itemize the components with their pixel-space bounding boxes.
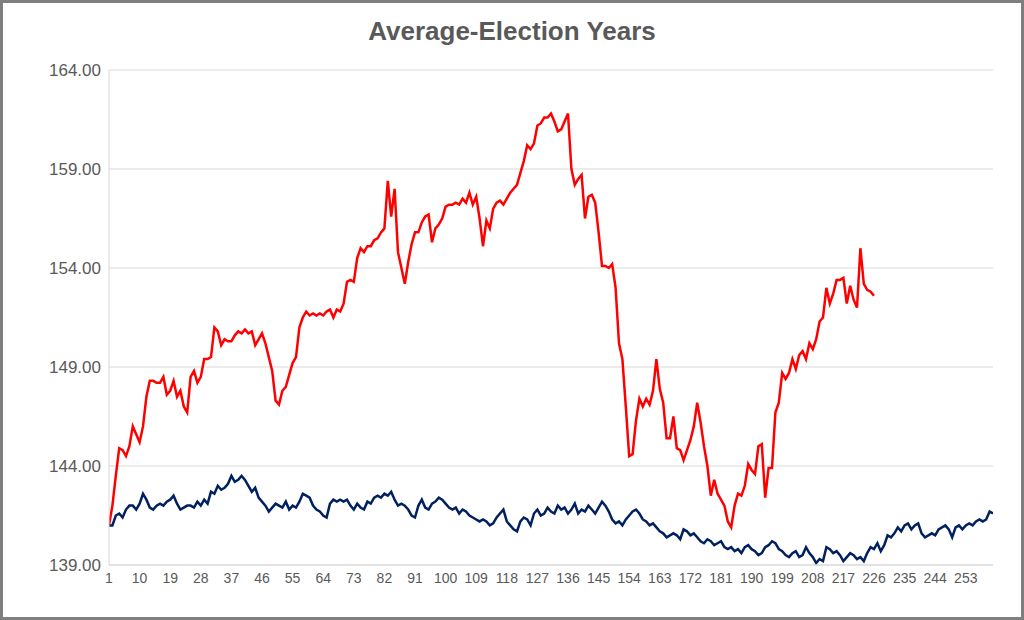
svg-text:10: 10 (132, 570, 148, 586)
svg-text:46: 46 (254, 570, 270, 586)
svg-text:118: 118 (496, 570, 519, 586)
svg-text:163: 163 (648, 570, 672, 586)
svg-text:109: 109 (465, 570, 489, 586)
svg-text:159.00: 159.00 (49, 160, 101, 179)
svg-text:37: 37 (224, 570, 240, 586)
svg-text:19: 19 (162, 570, 178, 586)
svg-text:144.00: 144.00 (49, 457, 101, 476)
svg-text:136: 136 (556, 570, 580, 586)
svg-text:226: 226 (862, 570, 886, 586)
svg-text:244: 244 (924, 570, 948, 586)
svg-text:91: 91 (407, 570, 423, 586)
svg-text:28: 28 (193, 570, 209, 586)
svg-text:217: 217 (832, 570, 856, 586)
svg-text:64: 64 (315, 570, 331, 586)
svg-text:1: 1 (105, 570, 113, 586)
svg-text:181: 181 (709, 570, 733, 586)
html-text:Average-Election Years: Average-Election Years (368, 16, 656, 46)
svg-text:164.00: 164.00 (49, 61, 101, 80)
svg-text:172: 172 (679, 570, 703, 586)
svg-text:208: 208 (801, 570, 825, 586)
svg-text:190: 190 (740, 570, 764, 586)
svg-text:253: 253 (954, 570, 978, 586)
svg-text:55: 55 (285, 570, 301, 586)
svg-text:127: 127 (526, 570, 550, 586)
svg-text:154.00: 154.00 (49, 259, 101, 278)
svg-text:154: 154 (618, 570, 642, 586)
svg-text:73: 73 (346, 570, 362, 586)
svg-text:139.00: 139.00 (49, 556, 101, 575)
svg-text:145: 145 (587, 570, 611, 586)
svg-text:199: 199 (771, 570, 795, 586)
svg-text:149.00: 149.00 (49, 358, 101, 377)
svg-text:100: 100 (434, 570, 458, 586)
svg-text:82: 82 (377, 570, 393, 586)
svg-text:235: 235 (893, 570, 917, 586)
